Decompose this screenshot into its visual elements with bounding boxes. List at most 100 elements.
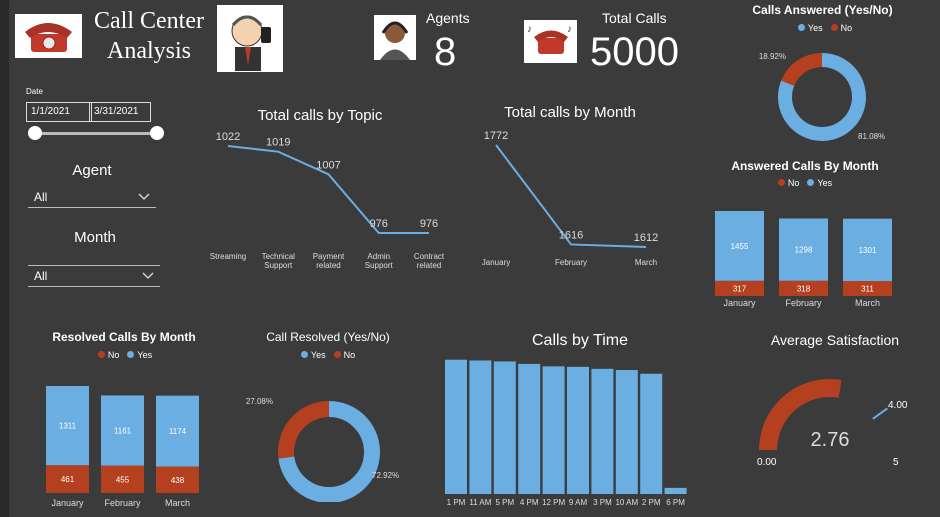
date-end-input[interactable]: 3/31/2021 xyxy=(89,102,151,122)
x-tick-label: 9 AM xyxy=(569,498,588,507)
bar-yes xyxy=(779,218,828,281)
bar xyxy=(615,370,638,494)
ringing-phone-icon: ♪ ♪ xyxy=(524,20,577,63)
month-slicer-label: Month xyxy=(74,229,116,246)
month-line-chart: 1772 January 1616 February 1612 March xyxy=(482,130,658,267)
agent-dropdown[interactable]: All xyxy=(28,187,156,208)
bar xyxy=(664,487,687,494)
bar-yes-label: 1311 xyxy=(59,422,77,431)
answered-month-legend: No Yes xyxy=(765,178,845,188)
bar-yes-label: 1174 xyxy=(169,427,187,436)
bar-no xyxy=(779,280,828,296)
legend-no: No xyxy=(343,350,356,360)
x-tick-label: 10 AM xyxy=(615,498,638,507)
data-label: 1022 xyxy=(216,131,240,143)
x-tick-label: 12 PM xyxy=(542,498,565,507)
agent-dropdown-value: All xyxy=(34,190,48,204)
slice-label: 81.08% xyxy=(858,132,885,141)
x-tick-label: March xyxy=(855,298,880,308)
legend-no: No xyxy=(840,23,853,33)
stressed-agent-image xyxy=(217,5,283,72)
bar-yes xyxy=(715,211,764,281)
chevron-down-icon xyxy=(142,272,154,279)
bar-no-label: 461 xyxy=(61,475,75,484)
bar xyxy=(518,363,541,494)
legend-yes: Yes xyxy=(817,178,833,188)
svg-text:♪: ♪ xyxy=(527,24,532,35)
x-tick-label: February xyxy=(555,258,587,267)
x-tick-label: 6 PM xyxy=(666,498,685,507)
legend-no: No xyxy=(787,178,800,188)
bar xyxy=(493,361,516,494)
x-tick-label: 3 PM xyxy=(593,498,612,507)
gauge-max-label: 5 xyxy=(893,457,899,468)
bar-no xyxy=(46,465,89,493)
data-label: 1772 xyxy=(484,130,508,142)
bar-yes-label: 1301 xyxy=(859,246,877,255)
x-tick-label: Technical Support xyxy=(262,252,296,270)
slice-label: 27.08% xyxy=(246,397,273,406)
left-edge xyxy=(0,0,9,517)
legend-no: No xyxy=(107,350,120,360)
x-tick-label: February xyxy=(104,498,141,508)
bar-yes xyxy=(101,395,144,466)
bar-no-label: 455 xyxy=(116,475,130,484)
bar-yes xyxy=(46,386,89,466)
x-tick-label: January xyxy=(723,298,756,308)
total-calls-value: 5000 xyxy=(590,30,679,74)
x-tick-label: 5 PM xyxy=(495,498,514,507)
bar-no xyxy=(715,280,764,296)
answered-month-title: Answered Calls By Month xyxy=(731,159,879,173)
bar-no xyxy=(156,466,199,493)
bar-no-label: 317 xyxy=(733,284,747,293)
series-line xyxy=(495,144,647,248)
bar xyxy=(640,373,663,494)
resolved-pie-title: Call Resolved (Yes/No) xyxy=(266,330,390,344)
data-label: 1616 xyxy=(559,229,583,241)
slice-yes xyxy=(778,53,866,141)
bar xyxy=(469,360,492,494)
bar-yes-label: 1455 xyxy=(731,242,749,251)
bar xyxy=(567,366,589,494)
date-slider-end-handle[interactable] xyxy=(150,126,164,140)
date-label: Date xyxy=(26,87,43,96)
bar-yes xyxy=(843,218,892,282)
x-tick-label: March xyxy=(165,498,190,508)
date-start-input[interactable]: 1/1/2021 xyxy=(26,102,92,122)
time-bar-chart: 1 PM 11 AM 5 PM 4 PM 12 PM 9 AM 3 PM 10 AM 2 PM 6… xyxy=(445,359,687,507)
x-tick-label: Admin Support xyxy=(365,252,394,270)
slice-no xyxy=(278,401,330,459)
gauge-fill xyxy=(759,379,842,451)
data-label: 976 xyxy=(420,218,438,230)
x-tick-label: March xyxy=(635,258,657,267)
resolved-month-title: Resolved Calls By Month xyxy=(52,330,196,344)
gauge-value: 2.76 xyxy=(811,429,850,451)
gauge-target-label: 4.00 xyxy=(888,400,908,411)
legend-yes: Yes xyxy=(310,350,326,360)
bar-no-label: 311 xyxy=(861,285,874,294)
gauge-title: Average Satisfaction xyxy=(770,332,900,348)
resolved-donut-chart: 72.92% 27.08% xyxy=(246,397,399,502)
data-label: 1612 xyxy=(634,232,658,244)
data-label: 1019 xyxy=(266,137,290,149)
dashboard-title: Call Center Analysis xyxy=(86,6,212,66)
bar xyxy=(542,366,565,494)
bar-no xyxy=(843,281,892,296)
date-slider-start-handle[interactable] xyxy=(28,126,42,140)
x-tick-label: Payment related xyxy=(313,252,345,270)
x-tick-label: 4 PM xyxy=(520,498,539,507)
chevron-down-icon xyxy=(138,193,150,200)
agent-slicer-label: Agent xyxy=(72,162,112,179)
month-dropdown-value: All xyxy=(34,269,48,283)
x-tick-label: February xyxy=(785,298,822,308)
topic-line-chart: 1022 Streaming 1019 Technical Support 1007 Pay… xyxy=(210,131,445,270)
month-dropdown[interactable]: All xyxy=(28,265,160,287)
bar-yes xyxy=(156,395,199,467)
topic-chart-title: Total calls by Topic xyxy=(257,107,383,124)
agents-value: 8 xyxy=(434,30,457,74)
title-line-2: Analysis xyxy=(107,38,191,64)
gauge-min-label: 0.00 xyxy=(757,457,777,468)
satisfaction-gauge: 2.76 0.00 5 4.00 xyxy=(757,379,908,468)
slice-no xyxy=(781,53,823,87)
resolved-month-legend: No Yes xyxy=(85,350,165,360)
